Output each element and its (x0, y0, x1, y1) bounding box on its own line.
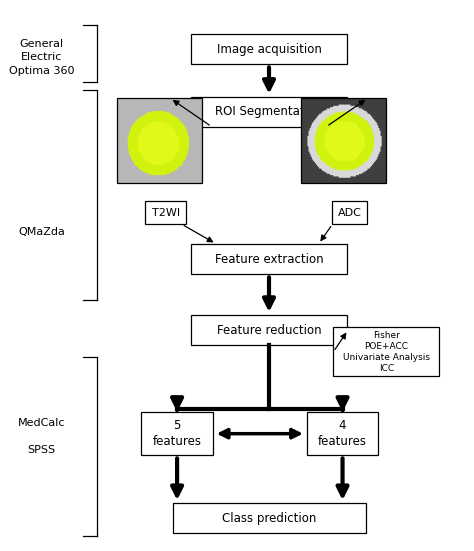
FancyBboxPatch shape (191, 315, 347, 345)
Text: QMaZda: QMaZda (18, 227, 65, 237)
FancyBboxPatch shape (332, 201, 367, 224)
Text: Feature extraction: Feature extraction (215, 253, 323, 266)
FancyBboxPatch shape (307, 412, 378, 456)
Text: 5
features: 5 features (153, 419, 201, 448)
Text: MedCalc

SPSS: MedCalc SPSS (18, 418, 65, 455)
FancyBboxPatch shape (141, 412, 213, 456)
FancyBboxPatch shape (173, 503, 365, 533)
Text: Class prediction: Class prediction (222, 512, 316, 525)
FancyBboxPatch shape (191, 244, 347, 274)
Text: ROI Segmentation: ROI Segmentation (215, 105, 323, 118)
Text: Image acquisition: Image acquisition (217, 42, 321, 56)
FancyBboxPatch shape (191, 97, 347, 127)
FancyBboxPatch shape (333, 327, 439, 376)
Text: General
Electric
Optima 360: General Electric Optima 360 (9, 39, 74, 75)
Text: Feature reduction: Feature reduction (217, 323, 321, 337)
Text: 4
features: 4 features (318, 419, 367, 448)
Text: ADC: ADC (337, 208, 361, 218)
FancyBboxPatch shape (145, 201, 186, 224)
Text: T2WI: T2WI (152, 208, 180, 218)
FancyBboxPatch shape (191, 34, 347, 64)
Text: Fisher
POE+ACC
Univariate Analysis
ICC: Fisher POE+ACC Univariate Analysis ICC (343, 331, 430, 373)
